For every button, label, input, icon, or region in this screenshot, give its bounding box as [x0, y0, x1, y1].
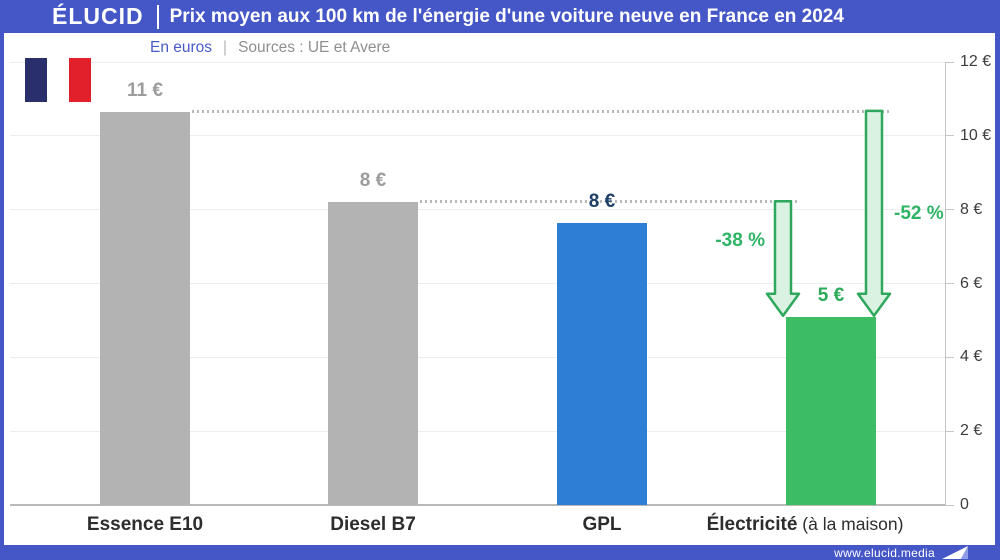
- bar-gpl: [557, 222, 647, 505]
- category-label-bold: Électricité: [706, 514, 798, 535]
- y-axis-tick: [945, 430, 954, 432]
- annotation-label: -52 %: [894, 203, 944, 225]
- page-title: Prix moyen aux 100 km de l'énergie d'une…: [169, 5, 844, 27]
- dotted-reference-line: [192, 109, 890, 113]
- y-axis-tick: [945, 283, 954, 284]
- y-axis-tick-label: 4 €: [960, 348, 983, 366]
- subtitle-row: En euros | Sources : UE et Avere: [150, 39, 390, 57]
- y-axis-tick: [945, 135, 954, 137]
- elucid-arrow-icon: [942, 546, 968, 559]
- header-bar: ÉLUCID Prix moyen aux 100 km de l'énergi…: [0, 0, 1000, 33]
- y-axis-tick-label: 2 €: [960, 422, 983, 440]
- sources-label: Sources : UE et Avere: [238, 39, 391, 56]
- bar-essence-e10: [100, 111, 190, 505]
- y-axis-tick: [945, 209, 954, 211]
- gridline: [10, 209, 945, 211]
- category-label-diesel-b7: Diesel B7: [330, 514, 416, 536]
- website-label: www.elucid.media: [834, 545, 935, 560]
- category-label-essence-e10: Essence E10: [87, 514, 203, 536]
- bar-value-label: 5 €: [817, 284, 845, 306]
- france-flag-icon: [25, 58, 91, 102]
- subtitle-separator: |: [223, 39, 228, 56]
- bar-value-label: 8 €: [359, 170, 387, 192]
- dotted-reference-line: [420, 200, 799, 204]
- brand-logo: ÉLUCID: [52, 3, 144, 29]
- bar-value-label: 8 €: [588, 190, 616, 212]
- unit-label: En euros: [150, 39, 213, 56]
- y-axis-tick: [945, 504, 954, 506]
- y-axis-tick-label: 12 €: [960, 53, 992, 70]
- x-axis-line: [10, 504, 945, 506]
- category-label-bold: GPL: [582, 514, 622, 535]
- down-arrow-icon: [765, 200, 801, 317]
- down-arrow-icon: [856, 109, 892, 317]
- y-axis-tick-label: 0: [960, 496, 969, 513]
- y-axis-tick-label: 6 €: [960, 274, 983, 292]
- y-axis-tick: [945, 61, 954, 63]
- flag-stripe-blue: [25, 58, 47, 102]
- gridline: [10, 61, 945, 63]
- flag-stripe-white: [47, 58, 69, 102]
- gridline: [10, 135, 945, 137]
- annotation-label: -38 %: [715, 230, 765, 252]
- flag-stripe-red: [69, 58, 91, 102]
- bar-value-label: 11 €: [127, 79, 163, 101]
- bar-diesel-b7: [328, 202, 418, 505]
- y-axis-tick: [945, 356, 954, 358]
- category-label-bold: Diesel B7: [330, 514, 416, 535]
- category-label-bold: Essence E10: [86, 514, 204, 535]
- category-label-gpl: GPL: [582, 514, 621, 536]
- gridline: [10, 356, 945, 358]
- bar-electricite-a-la-maison: [786, 316, 876, 505]
- brand-separator: [156, 4, 159, 29]
- category-label-electricite-a-la-maison: Électricité (à la maison): [707, 514, 904, 536]
- category-label-rest: (à la maison): [797, 514, 904, 534]
- footer-bar: www.elucid.media: [0, 545, 1000, 560]
- y-axis-tick-label: 8 €: [960, 200, 983, 218]
- y-axis-tick-label: 10 €: [960, 126, 992, 144]
- gridline: [10, 430, 945, 432]
- gridline: [10, 283, 945, 284]
